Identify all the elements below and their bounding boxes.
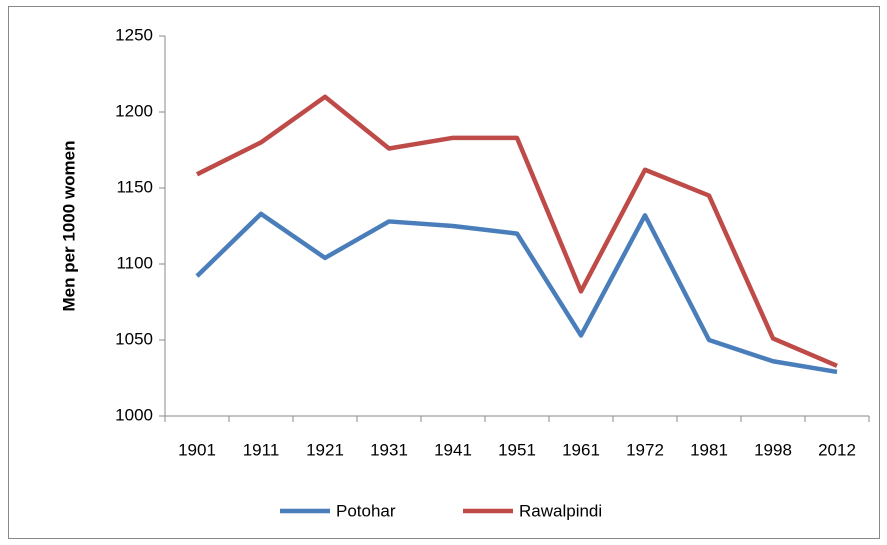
legend-label: Potohar bbox=[336, 501, 396, 520]
chart-border bbox=[8, 6, 880, 539]
x-tick-label: 1951 bbox=[498, 440, 536, 459]
legend-label: Rawalpindi bbox=[519, 501, 602, 520]
x-tick-label: 2012 bbox=[818, 440, 856, 459]
x-tick-label: 1901 bbox=[178, 440, 216, 459]
x-tick-label: 1961 bbox=[562, 440, 600, 459]
x-tick-label: 1931 bbox=[370, 440, 408, 459]
y-tick-label: 1200 bbox=[115, 101, 153, 120]
x-tick-label: 1972 bbox=[626, 440, 664, 459]
line-series bbox=[195, 211, 838, 375]
y-tick-label: 1050 bbox=[115, 329, 153, 348]
x-tick-label: 1911 bbox=[243, 440, 280, 459]
y-tick-label: 1150 bbox=[116, 177, 153, 196]
x-tick-label: 1941 bbox=[434, 440, 472, 459]
y-tick-label: 1100 bbox=[116, 253, 153, 272]
y-tick-label: 1250 bbox=[115, 25, 153, 44]
line-series bbox=[195, 94, 838, 368]
x-tick-label: 1998 bbox=[754, 440, 792, 459]
x-tick-label: 1921 bbox=[306, 440, 344, 459]
y-tick-label: 1000 bbox=[115, 405, 153, 424]
x-tick-label: 1981 bbox=[690, 440, 728, 459]
y-axis-label: Men per 1000 women bbox=[59, 140, 78, 311]
